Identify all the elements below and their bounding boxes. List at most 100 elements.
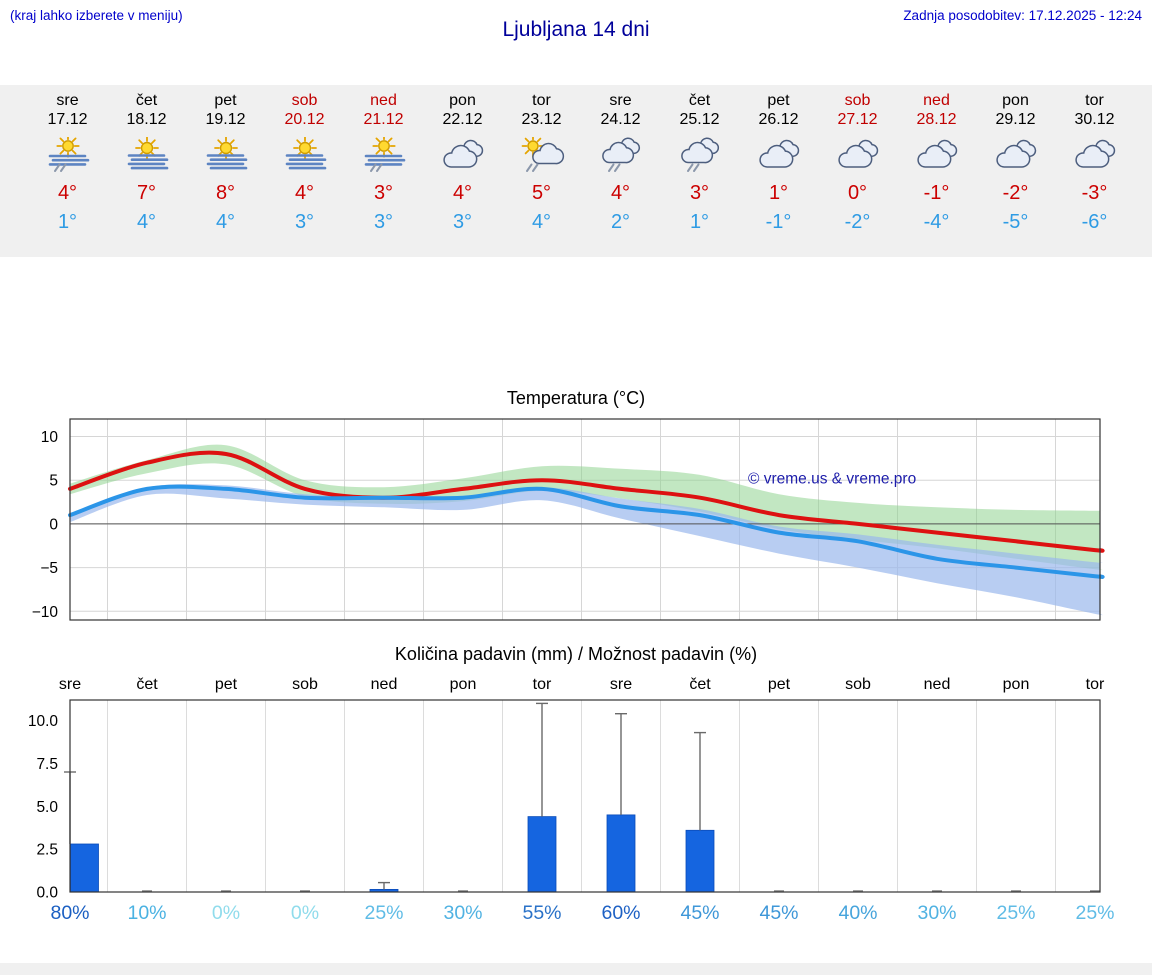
day-column: čet 18.12 7° 4°	[107, 85, 186, 257]
precip-probability: 25%	[1075, 902, 1114, 924]
temp-max: 5°	[531, 182, 552, 204]
watermark-text: © vreme.us & vreme.pro	[748, 471, 916, 488]
temp-min: 3°	[452, 211, 473, 233]
day-name: pet	[767, 92, 790, 109]
precip-probability: 60%	[601, 902, 640, 924]
day-name: sob	[844, 92, 871, 109]
day-name: tor	[532, 92, 551, 109]
last-update-text: Zadnja posodobitev: 17.12.2025 - 12:24	[903, 8, 1142, 23]
day-column: čet 25.12 3° 1°	[660, 85, 739, 257]
precip-probability: 0%	[212, 902, 240, 924]
temperature-chart-title: Temperatura (°C)	[506, 388, 646, 408]
svg-text:10.0: 10.0	[28, 713, 59, 730]
svg-text:sob: sob	[292, 676, 318, 693]
svg-text:čet: čet	[689, 676, 711, 693]
temp-max: 4°	[610, 182, 631, 204]
svg-text:5.0: 5.0	[36, 799, 58, 816]
temp-min: 2°	[610, 211, 631, 233]
day-column: sre 24.12 4° 2°	[581, 85, 660, 257]
temp-max: 8°	[215, 182, 236, 204]
day-name: pon	[449, 92, 476, 109]
day-date: 17.12	[47, 111, 88, 128]
day-date: 30.12	[1074, 111, 1115, 128]
day-name: sob	[291, 92, 318, 109]
cloud-icon	[897, 137, 976, 177]
temp-max: -1°	[923, 182, 950, 204]
day-date: 23.12	[521, 111, 562, 128]
temp-min: 3°	[294, 211, 315, 233]
day-column: pon 22.12 4° 3°	[423, 85, 502, 257]
day-name: čet	[688, 92, 711, 109]
cloud-icon	[1055, 137, 1134, 177]
sun-fog-mist-icon	[344, 134, 423, 177]
precip-probability: 25%	[364, 902, 403, 924]
temp-min: 3°	[373, 211, 394, 233]
svg-text:sob: sob	[845, 676, 871, 693]
sun-fog-mist-icon	[28, 134, 107, 177]
cloud-icon	[818, 137, 897, 177]
svg-text:tor: tor	[1086, 676, 1105, 693]
day-date: 22.12	[442, 111, 483, 128]
temp-max: 7°	[136, 182, 157, 204]
svg-text:ned: ned	[924, 676, 951, 693]
footer-bar	[0, 963, 1152, 975]
day-name: tor	[1085, 92, 1104, 109]
day-column: ned 28.12 -1° -4°	[897, 85, 976, 257]
sun-cloud-mist-icon	[502, 134, 581, 177]
day-date: 28.12	[916, 111, 957, 128]
day-name: čet	[135, 92, 158, 109]
sun-fog-icon	[107, 136, 186, 177]
day-column: sre 17.12 4° 1°	[28, 85, 107, 257]
forecast-strip: sre 17.12 4° 1° čet 18.12 7° 4° pet 19.12 8° 4° sob 2…	[0, 85, 1152, 257]
svg-text:10: 10	[41, 429, 59, 446]
svg-text:tor: tor	[533, 676, 552, 693]
temp-min: 1°	[57, 211, 78, 233]
day-column: pet 19.12 8° 4°	[186, 85, 265, 257]
precip-probability: 40%	[838, 902, 877, 924]
day-date: 24.12	[600, 111, 641, 128]
temp-max: 3°	[689, 182, 710, 204]
sun-fog-icon	[186, 136, 265, 177]
svg-text:pet: pet	[215, 676, 238, 693]
temp-max: -2°	[1002, 182, 1029, 204]
day-column: sob 27.12 0° -2°	[818, 85, 897, 257]
temp-max: 4°	[294, 182, 315, 204]
precip-probability: 80%	[50, 902, 89, 924]
day-date: 25.12	[679, 111, 720, 128]
day-date: 26.12	[758, 111, 799, 128]
day-date: 20.12	[284, 111, 325, 128]
cloud-icon	[423, 137, 502, 177]
svg-text:−5: −5	[40, 560, 58, 577]
precip-probability: 10%	[127, 902, 166, 924]
day-name: sre	[609, 92, 632, 109]
svg-text:čet: čet	[136, 676, 158, 693]
svg-text:ned: ned	[371, 676, 398, 693]
temp-min: -5°	[1002, 211, 1029, 233]
precipitation-chart-title: Količina padavin (mm) / Možnost padavin …	[394, 644, 758, 664]
svg-text:0.0: 0.0	[36, 885, 58, 902]
temp-max: 1°	[768, 182, 789, 204]
svg-text:sre: sre	[610, 676, 632, 693]
precip-probability: 55%	[522, 902, 561, 924]
svg-text:5: 5	[49, 473, 58, 490]
temp-max: 4°	[452, 182, 473, 204]
temp-min: -2°	[844, 211, 871, 233]
svg-text:sre: sre	[59, 676, 81, 693]
precip-probability: 30%	[917, 902, 956, 924]
temp-min: -1°	[765, 211, 792, 233]
temp-min: 1°	[689, 211, 710, 233]
temp-min: 4°	[215, 211, 236, 233]
day-date: 27.12	[837, 111, 878, 128]
precip-probability: 45%	[759, 902, 798, 924]
precip-probability: 0%	[291, 902, 319, 924]
temp-min: 4°	[531, 211, 552, 233]
precipitation-chart: sre čet pet sob ned pon tor sre čet pet sob ned pon t…	[28, 676, 1115, 924]
day-column: pon 29.12 -2° -5°	[976, 85, 1055, 257]
svg-text:0: 0	[49, 516, 58, 533]
temp-max: 0°	[847, 182, 868, 204]
temp-min: 4°	[136, 211, 157, 233]
svg-text:2.5: 2.5	[36, 842, 58, 859]
day-name: ned	[370, 92, 397, 109]
page-title: Ljubljana 14 dni	[502, 18, 650, 41]
cloud-mist-icon	[581, 137, 660, 177]
